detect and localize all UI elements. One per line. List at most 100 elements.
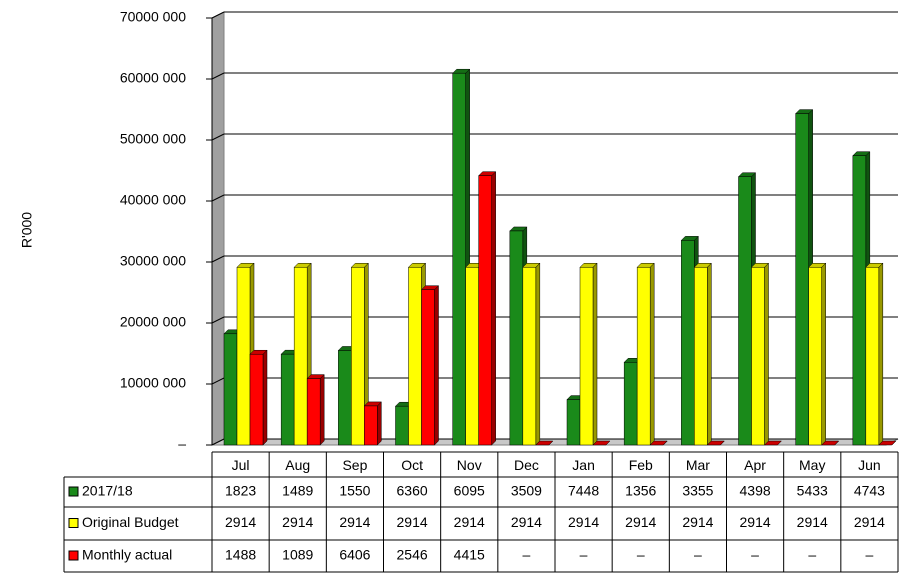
bar xyxy=(338,350,352,446)
bar xyxy=(509,230,524,446)
bar xyxy=(694,266,708,446)
x-tick-label: Apr xyxy=(744,457,766,473)
table-cell: 1823 xyxy=(225,483,256,499)
table-cell: 2914 xyxy=(511,514,542,530)
table-cell: 6406 xyxy=(339,547,370,563)
y-tick-label: 70000 000 xyxy=(120,9,186,25)
table-cell: 2914 xyxy=(339,514,370,530)
bar xyxy=(465,266,479,446)
x-tick-label: Aug xyxy=(285,457,310,473)
grid-line xyxy=(211,316,225,324)
bar xyxy=(795,113,809,446)
legend-swatch xyxy=(68,518,79,528)
bar xyxy=(522,266,537,446)
legend-label: 2017/18 xyxy=(82,483,133,499)
table-cell: 3355 xyxy=(682,483,713,499)
bar-top xyxy=(649,440,668,446)
table-cell: 7448 xyxy=(568,483,599,499)
table-cell: 5433 xyxy=(797,483,828,499)
table-cell: 2914 xyxy=(854,514,885,530)
grid-line xyxy=(211,133,225,141)
bar xyxy=(636,266,651,446)
table-cell: 1488 xyxy=(225,547,256,563)
bar-side xyxy=(821,262,826,446)
table-cell: – xyxy=(808,547,816,563)
bar xyxy=(395,405,409,446)
bar xyxy=(351,266,365,446)
bar-side xyxy=(592,262,598,446)
bar-side xyxy=(764,262,769,446)
table-cell: 2914 xyxy=(740,514,771,530)
table-cell: 4743 xyxy=(854,483,885,499)
bar xyxy=(852,155,867,446)
bar xyxy=(293,266,308,446)
grid-line xyxy=(211,194,225,202)
grid-line xyxy=(211,377,225,385)
bar-side xyxy=(649,262,655,446)
table-cell: 3509 xyxy=(511,483,542,499)
x-tick-label: Feb xyxy=(629,457,653,473)
y-tick-label: 30000 000 xyxy=(120,253,186,269)
table-cell: 2546 xyxy=(397,547,428,563)
bar-side xyxy=(707,262,712,446)
bar-top xyxy=(535,440,554,446)
grid-line xyxy=(211,11,225,19)
bar xyxy=(623,362,638,446)
x-tick-label: May xyxy=(799,457,825,473)
bar-top xyxy=(706,440,725,446)
y-tick-label: 10000 000 xyxy=(120,375,186,391)
bar-side xyxy=(319,373,325,446)
legend-label: Monthly actual xyxy=(82,547,172,563)
table-cell: 4398 xyxy=(740,483,771,499)
table-cell: – xyxy=(751,547,759,563)
bar xyxy=(223,333,238,446)
y-tick-label: 50000 000 xyxy=(120,131,186,147)
x-tick-label: Sep xyxy=(342,457,367,473)
bar xyxy=(364,405,378,446)
bar-side xyxy=(878,262,884,446)
x-tick-label: Nov xyxy=(457,457,482,473)
bar xyxy=(249,353,264,446)
x-tick-label: Jan xyxy=(572,457,595,473)
bar xyxy=(865,266,880,446)
x-tick-label: Mar xyxy=(686,457,710,473)
table-cell: 2914 xyxy=(568,514,599,530)
bar xyxy=(421,289,435,446)
bar xyxy=(306,378,321,446)
y-tick-label: – xyxy=(178,436,186,452)
bar-side xyxy=(491,171,496,446)
table-cell: – xyxy=(694,547,702,563)
y-tick-label: 60000 000 xyxy=(120,70,186,86)
table-cell: 6095 xyxy=(454,483,485,499)
table-cell: – xyxy=(523,547,531,563)
bar-side xyxy=(434,285,439,446)
table-cell: 2914 xyxy=(397,514,428,530)
grid-line xyxy=(211,72,225,80)
bar-top xyxy=(763,440,783,446)
bar-side xyxy=(535,262,541,446)
legend-swatch xyxy=(68,486,79,497)
bar xyxy=(478,175,492,446)
table-cell: 2914 xyxy=(454,514,485,530)
x-tick-label: Jul xyxy=(232,457,250,473)
grid-line xyxy=(211,438,225,446)
table-cell: – xyxy=(866,547,874,563)
bar xyxy=(579,266,594,446)
legend-label: Original Budget xyxy=(82,514,179,530)
side-wall xyxy=(211,11,225,446)
table-cell: 2914 xyxy=(797,514,828,530)
bar xyxy=(452,72,466,446)
bar-top xyxy=(878,440,897,446)
bar-side xyxy=(377,401,382,446)
y-axis-label: R'000 xyxy=(19,212,35,248)
table-cell: 2914 xyxy=(225,514,256,530)
table-cell: – xyxy=(637,547,645,563)
table-cell: – xyxy=(580,547,588,563)
bar-side xyxy=(262,349,268,446)
table-cell: 2914 xyxy=(682,514,713,530)
bar xyxy=(566,399,581,446)
y-tick-label: 40000 000 xyxy=(120,192,186,208)
x-tick-label: Jun xyxy=(858,457,881,473)
